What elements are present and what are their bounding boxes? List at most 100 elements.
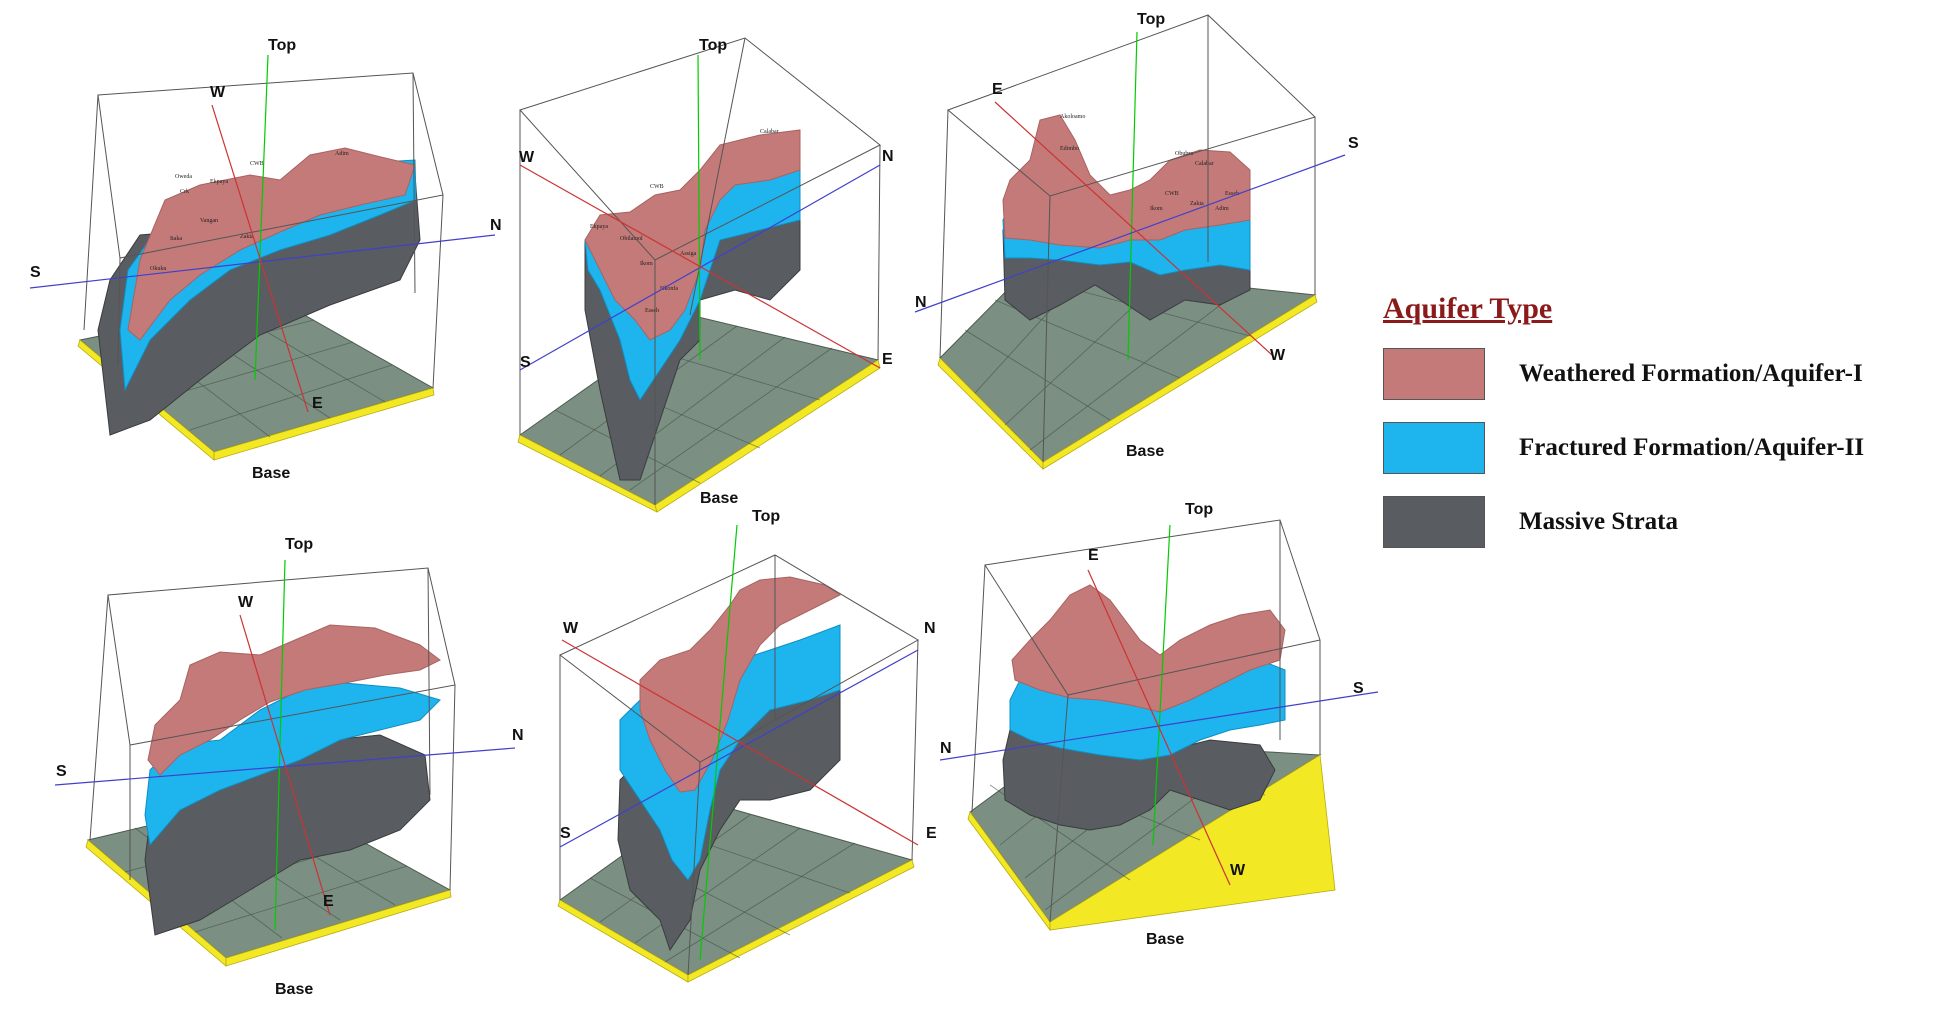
label-d3: W — [563, 620, 579, 637]
label-d1: N — [940, 740, 952, 757]
legend-swatch-massive — [1383, 496, 1485, 548]
svg-text:Calabar: Calabar — [760, 129, 779, 135]
weathered-layer — [639, 576, 841, 793]
label-d2: S — [1348, 135, 1359, 152]
svg-text:Akoloamo: Akoloamo — [1060, 114, 1085, 120]
label-base: Base — [275, 981, 313, 998]
we-axis — [239, 614, 331, 916]
svg-text:Obubra: Obubra — [1175, 151, 1193, 157]
label-d2: N — [512, 727, 524, 744]
label-d4: W — [1230, 862, 1246, 879]
ns-axis — [914, 154, 1346, 313]
label-top: Top — [752, 508, 780, 525]
bounding-box — [939, 14, 1316, 463]
label-d1: S — [520, 354, 531, 371]
legend-item-fractured: Fractured Formation/Aquifer-II — [1383, 422, 1943, 474]
vertical-axis — [697, 54, 701, 361]
label-base: Base — [1126, 443, 1164, 460]
svg-text:Nkonfa: Nkonfa — [660, 285, 678, 292]
label-top: Top — [285, 536, 313, 553]
label-d4: W — [1270, 347, 1286, 364]
ns-axis — [29, 234, 496, 289]
svg-text:Ikom: Ikom — [640, 261, 653, 267]
vertical-axis — [699, 524, 738, 961]
label-d3: W — [238, 594, 254, 611]
label-base: Base — [700, 490, 738, 507]
svg-text:Obilamol: Obilamol — [620, 236, 643, 242]
bounding-box — [83, 72, 444, 389]
legend-item-weathered: Weathered Formation/Aquifer-I — [1383, 348, 1943, 400]
vertical-axis — [274, 559, 286, 931]
base-plate-rim — [1049, 754, 1336, 931]
we-axis — [561, 639, 919, 846]
label-d1: S — [30, 264, 41, 281]
vertical-axis — [1152, 524, 1171, 846]
panel-top-1: Oweda Ekpaya CWB Adim Crk Vangan Itaka Okuku Z… — [29, 37, 502, 482]
label-top: Top — [268, 37, 296, 54]
vertical-axis — [1127, 31, 1138, 361]
weathered-layer — [127, 147, 416, 341]
weathered-layer — [584, 129, 801, 341]
we-axis — [519, 164, 881, 369]
base-plate-rim — [687, 859, 915, 983]
label-d1: N — [915, 294, 927, 311]
bounding-box — [89, 567, 456, 891]
place-labels: Akoloamo Edimbo Obubra Calabar CWB Zakia Adi… — [1060, 114, 1239, 212]
ns-axis — [519, 164, 881, 371]
svg-text:Calabar: Calabar — [1195, 161, 1214, 167]
svg-text:Zakia: Zakia — [240, 234, 254, 240]
we-axis — [1087, 569, 1231, 886]
legend-swatch-fractured — [1383, 422, 1485, 474]
svg-text:Assiga: Assiga — [680, 251, 697, 257]
svg-text:CWB: CWB — [250, 161, 264, 167]
base-plate-rim — [213, 387, 435, 461]
place-labels: CWB Calabar Ekpaya Obilamol Ikom Nkonfa Assi… — [590, 129, 779, 314]
panel-bottom-2: Top S N W E — [557, 508, 937, 983]
svg-text:Zakia: Zakia — [1190, 201, 1204, 207]
label-d4: E — [312, 395, 323, 412]
svg-text:Adim: Adim — [335, 151, 349, 157]
label-d3: E — [992, 81, 1003, 98]
vertical-axis — [254, 54, 269, 381]
bounding-box — [559, 554, 920, 976]
label-d2: N — [882, 148, 894, 165]
label-d2: N — [490, 217, 502, 234]
label-d4: E — [926, 825, 937, 842]
label-d1: S — [560, 825, 571, 842]
svg-text:Crk: Crk — [180, 189, 189, 195]
svg-text:Vangan: Vangan — [200, 218, 218, 224]
label-d3: W — [519, 149, 535, 166]
label-base: Base — [252, 465, 290, 482]
label-d3: W — [210, 84, 226, 101]
bounding-box — [971, 519, 1321, 923]
panel-top-3: Akoloamo Edimbo Obubra Calabar CWB Zakia Adi… — [914, 11, 1359, 470]
ns-axis — [939, 691, 1379, 761]
svg-text:Oweda: Oweda — [175, 174, 192, 180]
legend-title: Aquifer Type — [1383, 292, 1553, 325]
weathered-layer — [1011, 584, 1286, 713]
base-plate-rim — [225, 889, 452, 967]
label-d2: S — [1353, 680, 1364, 697]
legend-label-massive: Massive Strata — [1519, 508, 1678, 535]
panel-bottom-1: Top Base S N W E — [54, 536, 524, 998]
label-d2: N — [924, 620, 936, 637]
svg-text:Edimbo: Edimbo — [1060, 146, 1079, 152]
svg-text:CWB: CWB — [650, 184, 664, 190]
panel-top-2: CWB Calabar Ekpaya Obilamol Ikom Nkonfa Assi… — [517, 37, 894, 513]
fractured-layer — [144, 682, 441, 847]
label-d4: E — [882, 351, 893, 368]
svg-text:Itaka: Itaka — [170, 236, 182, 242]
we-axis — [211, 104, 309, 413]
label-d4: E — [323, 893, 334, 910]
panel-bottom-3: Top Base N S E W — [939, 501, 1379, 948]
weathered-layer — [147, 624, 441, 776]
legend-label-weathered: Weathered Formation/Aquifer-I — [1519, 360, 1863, 387]
label-d1: S — [56, 763, 67, 780]
ns-axis — [559, 649, 919, 848]
place-labels: Oweda Ekpaya CWB Adim Crk Vangan Itaka Okuku Z… — [150, 151, 349, 272]
label-top: Top — [699, 37, 727, 54]
svg-text:CWB: CWB — [1165, 191, 1179, 197]
we-axis — [994, 101, 1273, 356]
svg-text:Esseh: Esseh — [645, 308, 659, 314]
